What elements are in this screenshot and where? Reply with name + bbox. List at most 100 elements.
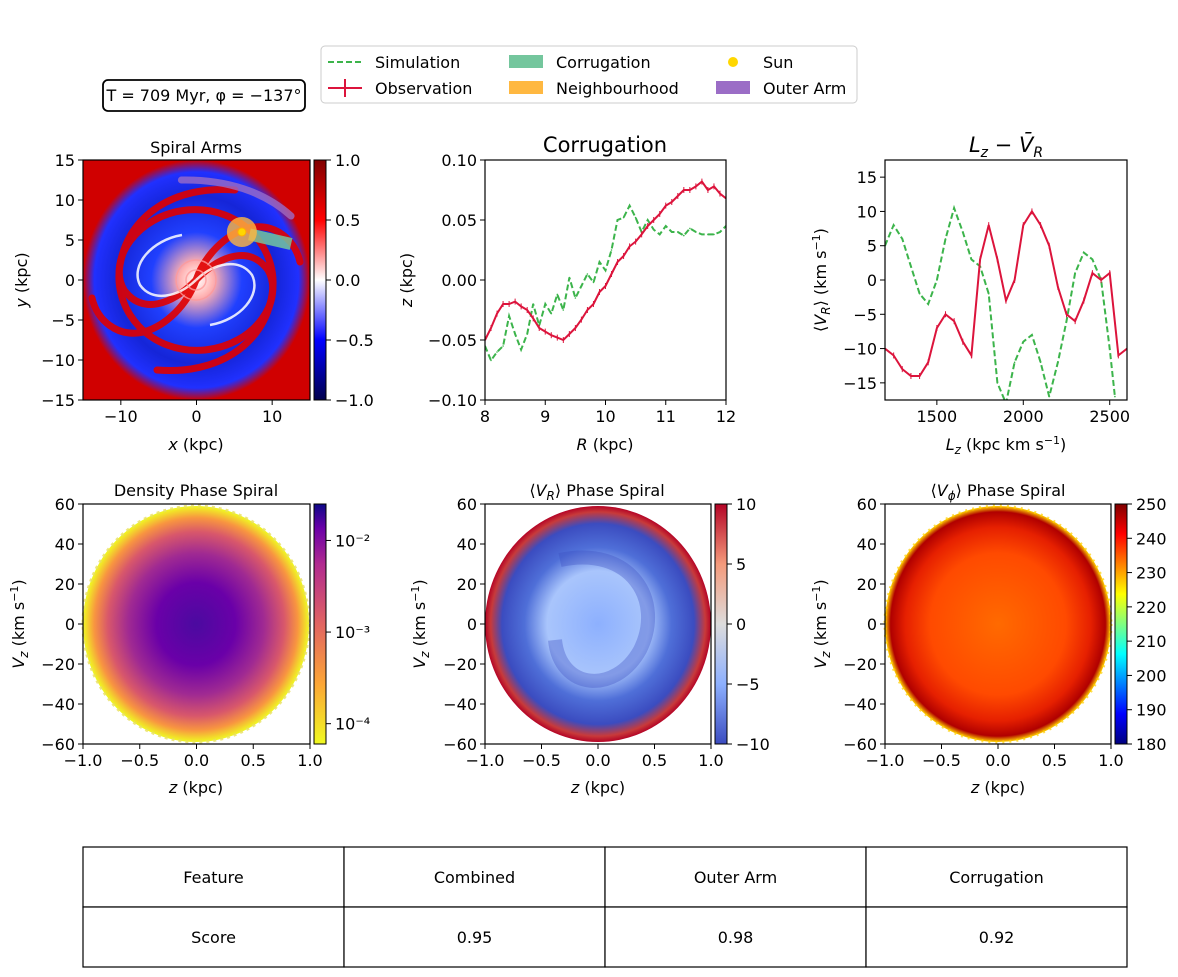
y-tick-label: 0 — [867, 615, 877, 634]
corrugation-swatch — [509, 55, 543, 68]
y-tick-label: 5 — [65, 231, 75, 250]
plot-area — [485, 160, 726, 400]
y-tick-label: 60 — [457, 495, 477, 514]
simulation-point — [610, 249, 613, 251]
y-tick-label: 5 — [867, 237, 877, 256]
y-tick-label: −40 — [843, 695, 877, 714]
y-tick-label: −60 — [41, 735, 75, 754]
density-phase-panel: Density Phase Spiral −1.0 −0.5 0.0 0.5 1.0 60… — [8, 481, 370, 797]
simulation-point — [1091, 258, 1094, 261]
x-axis-label: z (kpc) — [570, 778, 625, 797]
corrugation-lines — [485, 178, 726, 363]
x-tick-label: 10 — [595, 407, 615, 426]
simulation-point — [496, 351, 498, 353]
plot-area — [885, 160, 1127, 400]
x-tick-label: 11 — [656, 407, 676, 426]
vphi-phase-axes: −1.0 −0.5 0.0 0.5 1.0 60 40 20 0 −20 −40 −60 — [843, 495, 1123, 770]
legend-label: Corrugation — [556, 53, 651, 72]
y-axis-label: Vz (km s−1) — [409, 579, 432, 668]
simulation-point — [652, 228, 655, 231]
vr-phase-axes: −1.0 −0.5 0.0 0.5 1.0 60 40 20 0 −20 −40 −60 — [443, 495, 723, 770]
colorbar-tick-label: 0.0 — [335, 271, 360, 290]
colorbar-tick-label: 190 — [1136, 701, 1167, 720]
x-tick-label: 0.5 — [1042, 751, 1067, 770]
colorbar-tick-label: 230 — [1136, 564, 1167, 583]
simulation-point — [622, 216, 625, 219]
y-tick-label: −40 — [41, 695, 75, 714]
x-tick-label: 0 — [191, 407, 201, 426]
vphi-phase-panel: ⟨Vϕ⟩ Phase Spiral −1.0 −0.5 0.0 0.5 1.0 60 40 2… — [810, 481, 1167, 797]
y-tick-label: 60 — [857, 495, 877, 514]
colorbar — [714, 503, 728, 745]
y-tick-label: −20 — [41, 655, 75, 674]
y-tick-label: 15 — [857, 168, 877, 187]
colorbar-tick-label: 0.5 — [335, 211, 360, 230]
x-axis-label: x (kpc) — [167, 435, 223, 454]
y-tick-label: −10 — [843, 340, 877, 359]
x-tick-label: −1.0 — [64, 751, 103, 770]
y-tick-label: −5 — [853, 305, 877, 324]
table-cell-text: Feature — [183, 868, 243, 887]
simulation-point — [592, 281, 595, 284]
y-tick-label: 40 — [457, 535, 477, 554]
simulation-point — [713, 233, 715, 236]
simulation-point — [996, 382, 999, 384]
simulation-point — [1108, 347, 1111, 350]
simulation-point — [665, 225, 667, 227]
table-cell — [343, 906, 606, 968]
table-cell — [82, 846, 345, 908]
legend-entry-simulation: Simulation — [328, 53, 460, 72]
colorbar — [313, 159, 327, 401]
colorbar-tick-label: 10⁻² — [335, 531, 370, 550]
colorbar-tick-label: 250 — [1136, 495, 1167, 514]
y-axis-label: ⟨VR⟩ (km s−1) — [810, 228, 833, 332]
simulation-point — [490, 359, 492, 362]
corrugation-overlay — [248, 228, 293, 250]
colorbar-ticks: 10⁻² 10⁻³ 10⁻⁴ — [326, 531, 370, 734]
simulation-point — [677, 231, 679, 233]
panel-title: ⟨Vϕ⟩ Phase Spiral — [931, 481, 1066, 503]
x-tick-label: 1.0 — [698, 751, 723, 770]
x-tick-label: −1.0 — [466, 751, 505, 770]
simulation-point — [962, 231, 964, 233]
x-tick-label: −0.5 — [922, 751, 961, 770]
simulation-point — [1114, 395, 1116, 398]
simulation-point — [1039, 361, 1042, 364]
table-cell — [865, 846, 1128, 908]
panel-title: Density Phase Spiral — [114, 481, 278, 500]
legend-label: Simulation — [375, 53, 460, 72]
colorbar-tick-label: 1.0 — [335, 151, 360, 170]
y-tick-label: 20 — [457, 575, 477, 594]
colorbar-tick-label: −10 — [736, 735, 770, 754]
simulation-point — [544, 303, 547, 305]
spiral-arms-axes: −10 0 10 −15 −10 −5 0 5 10 15 — [41, 151, 282, 426]
simulation-point — [689, 227, 691, 230]
colorbar-ticks: 10 5 0 −5 −10 — [727, 495, 770, 754]
x-tick-label: 2500 — [1089, 407, 1130, 426]
y-tick-label: −10 — [41, 351, 75, 370]
y-axis-label: Vz (km s−1) — [8, 579, 31, 668]
x-tick-label: 0.5 — [241, 751, 266, 770]
lz-vr-lines — [885, 204, 1127, 400]
legend-entry-observation: Observation — [328, 79, 472, 98]
outer-arm-overlay — [177, 176, 295, 220]
lz-vr-panel: Lz − V̄R 1500 2000 2500 15 10 5 0 −5 −10 −15 Lz (… — [810, 132, 1130, 457]
simulation-point — [508, 315, 510, 317]
legend-entry-neighbourhood: Neighbourhood — [509, 79, 679, 98]
simulation-point — [1031, 334, 1033, 336]
simulation-point — [936, 279, 938, 281]
outer-arm-swatch — [716, 81, 750, 94]
simulation-point — [568, 276, 571, 279]
simulation-point — [701, 233, 703, 236]
y-tick-label: 0.10 — [441, 151, 477, 170]
x-tick-label: 10 — [262, 407, 282, 426]
sun-marker — [237, 227, 247, 237]
colorbar-tick-label: 10 — [736, 495, 756, 514]
simulation-point — [1022, 340, 1025, 343]
neighbourhood-swatch — [509, 81, 543, 94]
y-tick-label: 40 — [857, 535, 877, 554]
panel-title: Corrugation — [543, 133, 667, 157]
colorbar-ticks: 250 240 230 220 210 200 190 180 — [1127, 495, 1167, 754]
colorbar — [313, 503, 327, 745]
